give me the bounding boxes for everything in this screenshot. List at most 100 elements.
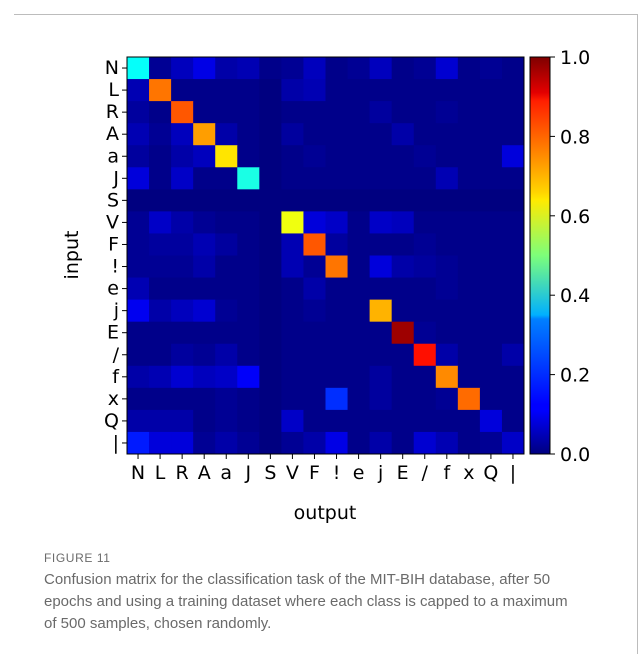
heatmap-cell bbox=[391, 57, 415, 80]
heatmap-cell bbox=[281, 387, 304, 411]
x-tick-label: L bbox=[155, 462, 166, 484]
x-tick-label: Q bbox=[483, 462, 498, 484]
heatmap-cell bbox=[259, 409, 282, 433]
heatmap-cell bbox=[281, 299, 304, 323]
heatmap-cell bbox=[435, 145, 459, 168]
heatmap-cell bbox=[413, 101, 437, 124]
heatmap-cell bbox=[303, 57, 326, 80]
colorbar-tick-label: 0.8 bbox=[560, 126, 590, 148]
heatmap-cell bbox=[281, 255, 304, 278]
heatmap-cell bbox=[413, 365, 437, 389]
y-tick-label: S bbox=[107, 189, 119, 211]
heatmap-cell bbox=[127, 321, 150, 345]
heatmap-cell bbox=[479, 431, 503, 455]
heatmap-cell bbox=[259, 79, 282, 102]
x-tick-label: R bbox=[176, 462, 189, 484]
heatmap-cell bbox=[193, 343, 216, 367]
heatmap-cell bbox=[347, 79, 371, 102]
heatmap-cell bbox=[435, 211, 459, 234]
y-tick-label: e bbox=[107, 278, 119, 300]
heatmap-cell bbox=[215, 123, 238, 146]
heatmap-cell bbox=[501, 123, 525, 146]
heatmap-cell bbox=[281, 365, 304, 389]
heatmap-cell bbox=[303, 233, 326, 256]
heatmap-cell bbox=[149, 167, 172, 190]
heatmap-cell bbox=[303, 431, 326, 455]
heatmap-cell bbox=[435, 277, 459, 301]
heatmap-cell bbox=[193, 387, 216, 411]
heatmap-cell bbox=[413, 233, 437, 256]
heatmap-cell bbox=[391, 431, 415, 455]
heatmap-cell bbox=[457, 189, 481, 212]
heatmap-cell bbox=[457, 277, 481, 301]
heatmap-cell bbox=[215, 343, 238, 367]
heatmap-cell bbox=[127, 167, 150, 190]
heatmap-cell bbox=[171, 365, 194, 389]
heatmap-cell bbox=[347, 145, 371, 168]
heatmap-cell bbox=[281, 57, 304, 80]
heatmap-cell bbox=[391, 409, 415, 433]
heatmap-cell bbox=[413, 387, 437, 411]
heatmap-cell bbox=[193, 57, 216, 80]
x-tick-label: f bbox=[443, 462, 451, 484]
x-axis-label: output bbox=[294, 502, 357, 524]
heatmap-cell bbox=[457, 167, 481, 190]
heatmap-cell bbox=[149, 101, 172, 124]
heatmap-cell bbox=[127, 211, 150, 234]
heatmap-cell bbox=[149, 365, 172, 389]
heatmap-cell bbox=[281, 343, 304, 367]
colorbar-tick-label: 0.4 bbox=[560, 285, 590, 307]
heatmap-cell bbox=[457, 79, 481, 102]
heatmap-cell bbox=[215, 387, 238, 411]
heatmap-cell bbox=[369, 167, 393, 190]
heatmap-cell bbox=[149, 79, 172, 102]
x-tick-label: a bbox=[220, 462, 232, 484]
heatmap-cell bbox=[347, 387, 371, 411]
heatmap-frame bbox=[126, 56, 525, 455]
heatmap-cell bbox=[479, 145, 503, 168]
heatmap-cell bbox=[369, 211, 393, 234]
heatmap-cell bbox=[149, 431, 172, 455]
heatmap-cell bbox=[193, 409, 216, 433]
heatmap-cell bbox=[479, 101, 503, 124]
heatmap-cell bbox=[171, 387, 194, 411]
heatmap-cell bbox=[479, 343, 503, 367]
heatmap-cell bbox=[369, 431, 393, 455]
heatmap-cell bbox=[501, 101, 525, 124]
x-tick-label: S bbox=[264, 462, 276, 484]
heatmap-cell bbox=[149, 145, 172, 168]
heatmap-cell bbox=[237, 233, 260, 256]
heatmap-cell bbox=[325, 299, 348, 323]
y-tick-label: E bbox=[107, 322, 119, 344]
heatmap-cell bbox=[171, 233, 194, 256]
heatmap-cell bbox=[303, 101, 326, 124]
heatmap-cell bbox=[171, 123, 194, 146]
heatmap-cell bbox=[347, 101, 371, 124]
heatmap-cell bbox=[281, 167, 304, 190]
heatmap-cell bbox=[127, 79, 150, 102]
heatmap-cell bbox=[215, 233, 238, 256]
heatmap-cell bbox=[347, 321, 371, 345]
y-tick-label: | bbox=[113, 432, 119, 454]
heatmap-cell bbox=[259, 365, 282, 389]
heatmap-cell bbox=[501, 189, 525, 212]
heatmap-cell bbox=[457, 299, 481, 323]
heatmap-cell bbox=[237, 431, 260, 455]
colorbar-tick-label: 1.0 bbox=[560, 47, 590, 69]
heatmap-cell bbox=[347, 167, 371, 190]
heatmap-cell bbox=[325, 145, 348, 168]
heatmap-cell bbox=[171, 189, 194, 212]
heatmap-cell bbox=[391, 79, 415, 102]
heatmap-cell bbox=[391, 233, 415, 256]
heatmap-cell bbox=[325, 343, 348, 367]
heatmap-cell bbox=[127, 57, 150, 80]
heatmap-cell bbox=[479, 189, 503, 212]
heatmap-cell bbox=[501, 57, 525, 80]
x-tick-label: x bbox=[463, 462, 474, 484]
heatmap-cell bbox=[457, 101, 481, 124]
heatmap-cell bbox=[303, 299, 326, 323]
heatmap-cell bbox=[237, 365, 260, 389]
heatmap-cell bbox=[501, 387, 525, 411]
heatmap-cell bbox=[479, 299, 503, 323]
